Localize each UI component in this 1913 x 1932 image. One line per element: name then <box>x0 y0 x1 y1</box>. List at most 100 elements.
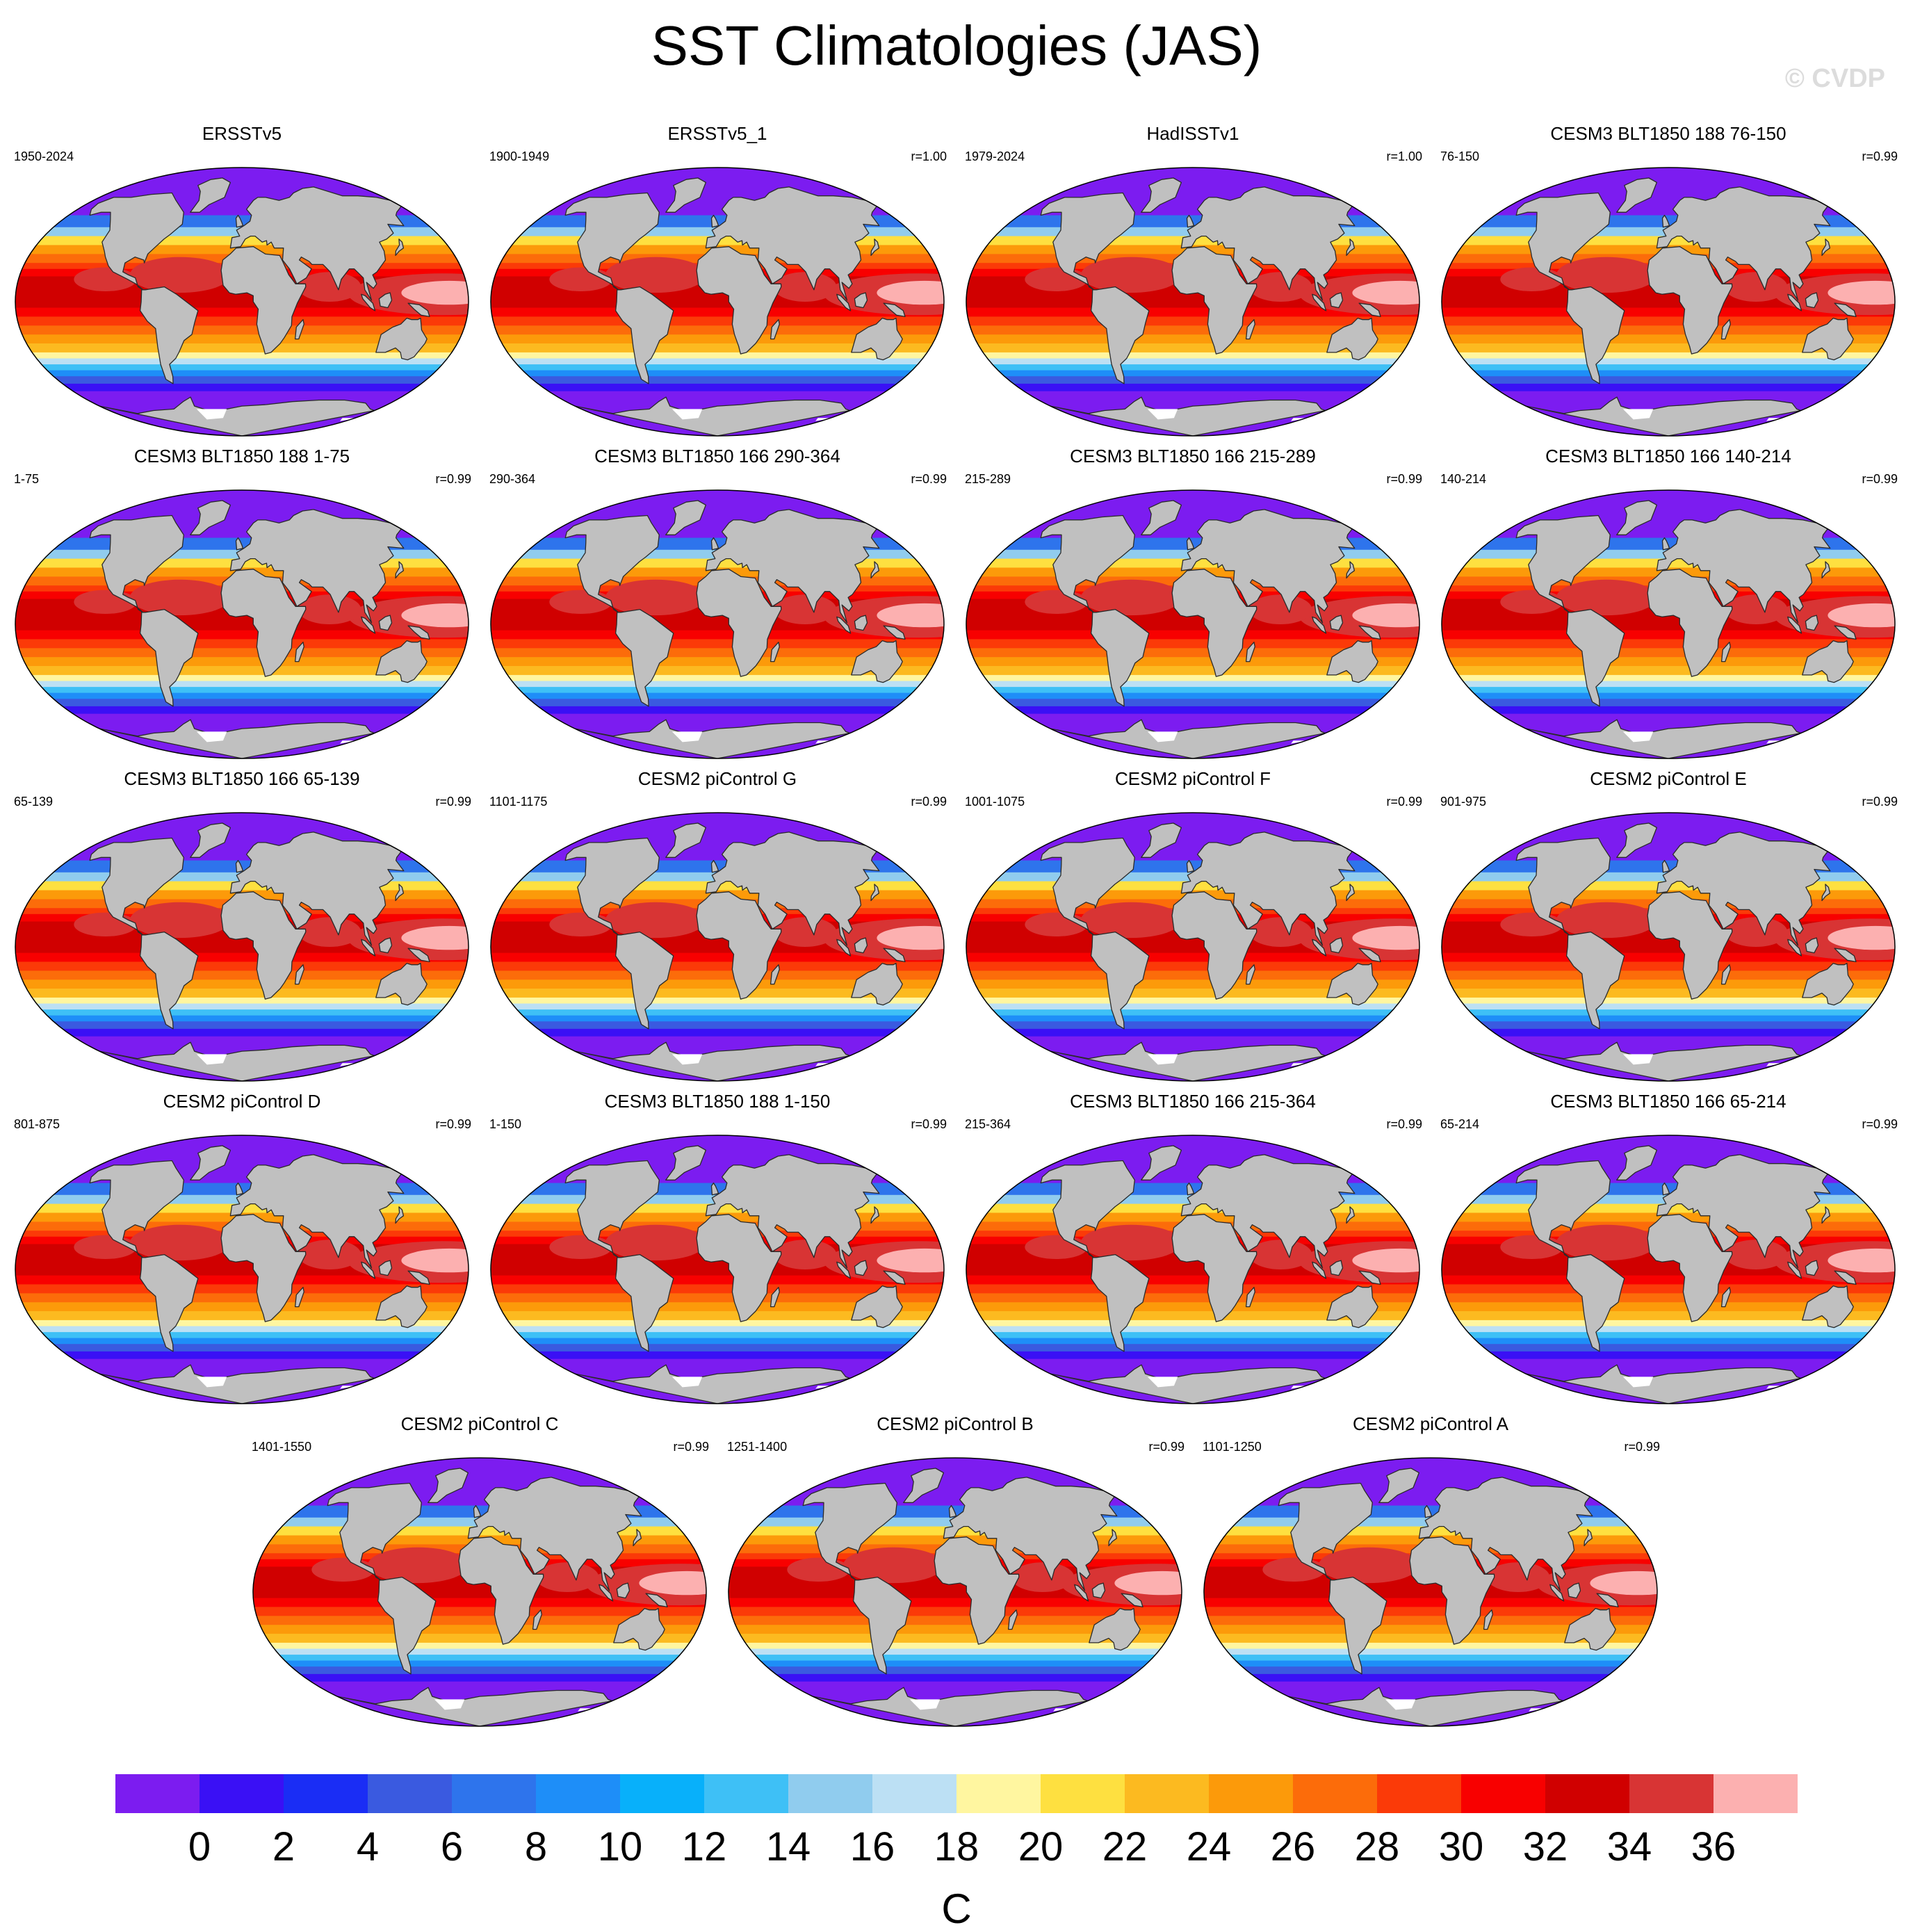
sst-band <box>491 307 944 318</box>
north-america-land <box>802 1482 897 1581</box>
eurasia-land <box>1418 1477 1593 1591</box>
africa-land <box>1647 569 1733 677</box>
atlantic-warm <box>1080 257 1182 293</box>
sst-band <box>253 1642 706 1650</box>
borneo-land <box>378 292 393 309</box>
sst-band <box>966 1135 1419 1184</box>
sst-band <box>1204 1655 1657 1662</box>
sumatra-land <box>1312 1261 1327 1279</box>
south-america-land <box>614 608 674 707</box>
africa-land <box>1647 1214 1733 1322</box>
north-america-land <box>89 514 184 613</box>
sst-band <box>253 1607 706 1616</box>
sst-band <box>1442 316 1895 326</box>
australia-land <box>1564 1607 1616 1651</box>
sst-map <box>490 167 945 437</box>
sst-band <box>728 1642 1182 1650</box>
sst-band <box>1442 376 1895 384</box>
panel-correlation: r=0.99 <box>911 1117 947 1131</box>
sumatra-land <box>836 616 852 634</box>
atlantic-warm <box>129 257 231 293</box>
south-america-land <box>139 931 199 1030</box>
sst-band <box>966 1326 1419 1333</box>
sst-band <box>15 699 469 707</box>
sst-band <box>15 307 469 318</box>
sst-map <box>1441 167 1896 437</box>
panel-title: CESM3 BLT1850 166 65-214 <box>1550 1091 1786 1112</box>
warm-pool-core <box>1352 925 1419 950</box>
sst-band <box>15 334 469 344</box>
sst-band <box>15 997 469 1005</box>
sst-band <box>966 692 1419 699</box>
sst-band <box>966 1009 1419 1016</box>
south-america-land <box>1565 608 1625 707</box>
warm-pool-core <box>877 280 944 305</box>
sst-band <box>966 687 1419 694</box>
sst-map <box>1441 1135 1896 1404</box>
africa-land <box>220 1214 307 1322</box>
sst-band <box>1442 666 1895 676</box>
sst-band <box>491 1338 944 1345</box>
map-panel: CESM3 BLT1850 188 1-75 1-75 r=0.99 <box>6 445 478 762</box>
sst-band <box>1442 1275 1895 1285</box>
atlantic-warm <box>605 902 706 939</box>
panel-correlation: r=0.99 <box>911 795 947 809</box>
antarctica-land <box>1050 719 1326 758</box>
uk-land <box>235 1182 244 1196</box>
sst-band <box>966 334 1419 344</box>
sst-band <box>491 699 944 707</box>
indian-warm <box>773 272 837 302</box>
colorbar-tick-label: 12 <box>682 1824 727 1869</box>
uk-land <box>1186 537 1195 551</box>
uk-land <box>1186 1182 1195 1196</box>
sst-band <box>491 168 944 216</box>
madagascar-land <box>1245 964 1255 985</box>
colorbar-unit-label: C <box>941 1885 972 1932</box>
sst-band <box>1442 648 1895 658</box>
sst-map <box>490 1135 945 1404</box>
map-border <box>1203 1457 1658 1727</box>
sst-band <box>15 648 469 658</box>
map-border <box>1441 812 1896 1082</box>
panel-title: CESM2 piControl D <box>163 1091 321 1112</box>
japan-land <box>870 884 880 902</box>
eurasia-land <box>705 831 880 946</box>
sst-band <box>1442 952 1895 963</box>
panel-period: 76-150 <box>1440 149 1480 163</box>
sumatra-land <box>361 293 376 311</box>
japan-land <box>1346 884 1356 902</box>
map-border <box>1441 489 1896 759</box>
japan-land <box>870 1206 880 1224</box>
warm-pool-core <box>1827 925 1895 950</box>
sst-band <box>491 334 944 344</box>
africa-land <box>220 891 307 1000</box>
north-america-land <box>564 192 660 291</box>
madagascar-land <box>770 642 780 663</box>
sst-band <box>491 1326 944 1333</box>
sst-band <box>966 316 1419 326</box>
sst-band <box>491 648 944 658</box>
sst-band <box>15 657 469 667</box>
panel-correlation: r=0.99 <box>435 472 471 486</box>
map-border <box>728 1457 1182 1727</box>
greenland-land <box>665 1145 707 1180</box>
madagascar-land <box>770 964 780 985</box>
sst-band <box>966 666 1419 676</box>
antarctica-land <box>1525 396 1802 436</box>
sst-band <box>966 1275 1419 1285</box>
sst-band <box>491 980 944 989</box>
colorbar-swatch <box>1293 1774 1378 1813</box>
sst-band <box>966 1003 1419 1010</box>
north-america-land <box>1515 1160 1611 1258</box>
japan-land <box>395 884 405 902</box>
colorbar-tick-label: 2 <box>272 1824 295 1869</box>
sst-band <box>1442 699 1895 707</box>
panel-title: CESM2 piControl C <box>400 1413 559 1434</box>
australia-land <box>1326 317 1378 361</box>
uk-land <box>235 537 244 551</box>
sst-band <box>15 706 469 715</box>
sst-band <box>253 1666 706 1675</box>
sst-band <box>1442 687 1895 694</box>
panel-title: CESM3 BLT1850 166 140-214 <box>1545 446 1791 466</box>
sst-band <box>1442 1326 1895 1333</box>
